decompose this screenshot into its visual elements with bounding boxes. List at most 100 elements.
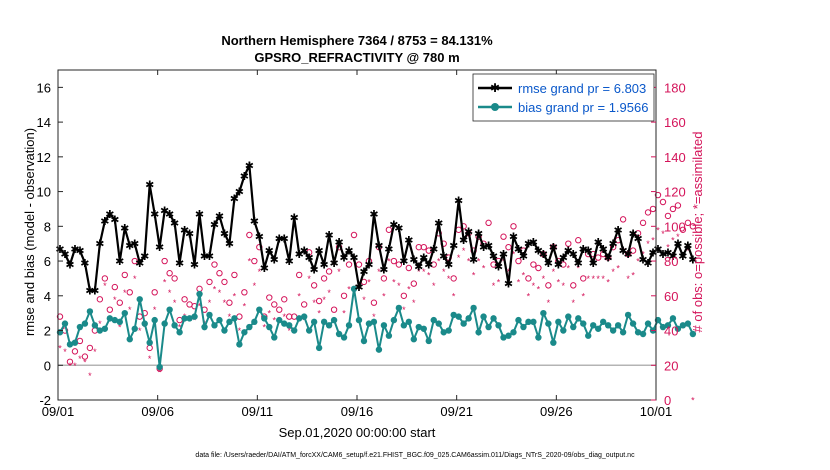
rmse-point: ✱ [519, 251, 528, 263]
assimilated-obs-point: * [437, 257, 441, 267]
rmse-point: ✱ [663, 247, 672, 259]
bias-point [555, 318, 562, 326]
assimilated-obs-point: * [148, 354, 152, 364]
bias-point [430, 316, 437, 324]
assimilated-obs-point: * [83, 357, 87, 367]
rmse-point: ✱ [334, 237, 343, 249]
bias-point [286, 322, 293, 329]
possible-obs-point [385, 226, 393, 233]
bias-point [375, 346, 383, 353]
possible-obs-point [161, 257, 168, 265]
assimilated-obs-point: * [123, 288, 127, 298]
rmse-point: ✱ [514, 244, 523, 256]
bias-point [126, 336, 133, 343]
possible-obs-point [131, 257, 138, 265]
assimilated-obs-point: * [681, 253, 685, 263]
y-left-tick-label: -2 [39, 393, 51, 408]
rmse-point: ✱ [85, 286, 94, 298]
bias-point [226, 318, 233, 326]
bias-point [510, 329, 517, 336]
assimilated-obs-point: * [492, 281, 496, 291]
assimilated-obs-point: * [133, 274, 137, 284]
assimilated-obs-point: * [233, 291, 237, 301]
bias-point [415, 323, 422, 331]
possible-obs-point [340, 292, 348, 299]
possible-obs-point [350, 231, 358, 239]
possible-obs-point [619, 216, 627, 223]
possible-obs-point [490, 261, 497, 268]
possible-obs-point [505, 243, 512, 251]
rmse-point: ✱ [429, 244, 438, 256]
assimilated-obs-point: * [586, 274, 590, 284]
rmse-point: ✱ [190, 260, 199, 272]
bias-point [500, 334, 507, 341]
bias-point [325, 322, 333, 329]
possible-obs-point [271, 301, 278, 308]
rmse-point: ✱ [489, 251, 498, 263]
possible-obs-point [390, 257, 398, 265]
rmse-point: ✱ [220, 228, 229, 240]
possible-obs-point [300, 301, 308, 308]
rmse-point: ✱ [529, 237, 538, 249]
y-left-tick-label: 14 [37, 115, 51, 130]
bias-point [599, 318, 607, 326]
assimilated-obs-point: * [322, 295, 326, 305]
bias-point [91, 322, 99, 329]
possible-obs-point [684, 219, 692, 227]
assimilated-obs-point: * [68, 361, 72, 371]
possible-obs-point [231, 271, 238, 279]
rmse-point: ✱ [315, 246, 324, 258]
rmse-point: ✱ [384, 244, 393, 256]
possible-obs-point [405, 264, 413, 272]
rmse-point: ✱ [399, 256, 408, 268]
assimilated-obs-point: * [98, 319, 102, 329]
possible-obs-point [310, 282, 318, 289]
title-line-2: GPSRO_REFRACTIVITY @ 780 m [254, 50, 459, 65]
bias-point [405, 318, 413, 326]
bias-point [445, 327, 452, 334]
assimilated-obs-point: * [606, 277, 610, 287]
possible-obs-point [315, 297, 323, 305]
rmse-point: ✱ [145, 180, 154, 192]
rmse-point: ✱ [688, 254, 697, 266]
assimilated-obs-point: * [118, 323, 122, 333]
y-right-tick-label: 100 [664, 219, 686, 234]
possible-obs-point [500, 233, 507, 240]
assimilated-obs-point: * [347, 284, 351, 294]
assimilated-obs-point: * [651, 236, 655, 246]
rmse-point: ✱ [200, 251, 209, 263]
assimilated-obs-point: * [138, 326, 142, 336]
bias-point [575, 315, 582, 322]
rmse-point: ✱ [374, 240, 383, 252]
possible-obs-point [86, 344, 94, 352]
assimilated-obs-point: * [432, 281, 436, 291]
rmse-point: ✱ [554, 260, 563, 272]
x-tick-label: 09/21 [440, 404, 473, 419]
rmse-point: ✱ [539, 249, 548, 261]
bias-point [535, 334, 542, 341]
rmse-point: ✱ [120, 223, 129, 235]
bias-point [490, 315, 497, 322]
bias-point [116, 318, 123, 326]
bias-point [350, 285, 358, 293]
possible-obs-point [246, 231, 253, 239]
bias-point [550, 339, 557, 346]
bias-point [345, 322, 353, 329]
bias-point [81, 320, 89, 327]
bias-point [580, 320, 587, 327]
rmse-point: ✱ [648, 247, 657, 259]
rmse-point: ✱ [349, 253, 358, 265]
rmse-point: ✱ [544, 258, 553, 270]
possible-obs-point [545, 282, 552, 289]
x-tick-label: 09/26 [540, 404, 573, 419]
bias-point [330, 316, 338, 324]
possible-obs-point [320, 275, 328, 282]
assimilated-obs-point: * [591, 274, 595, 284]
rmse-point: ✱ [619, 246, 628, 258]
assimilated-obs-point: * [686, 246, 690, 256]
bias-point [121, 309, 128, 317]
assimilated-obs-point: * [297, 291, 301, 301]
rmse-point: ✱ [409, 254, 418, 266]
assimilated-obs-point: * [497, 277, 501, 287]
